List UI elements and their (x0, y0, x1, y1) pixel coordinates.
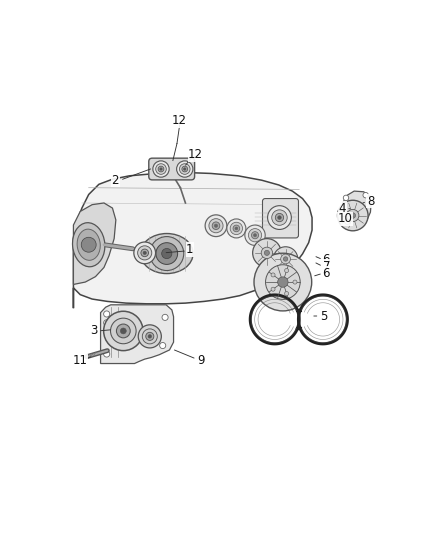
Circle shape (347, 209, 359, 222)
Circle shape (363, 192, 368, 198)
Circle shape (134, 242, 155, 264)
Text: 6: 6 (322, 266, 330, 280)
Circle shape (343, 195, 349, 200)
Circle shape (104, 311, 110, 317)
Circle shape (283, 257, 288, 261)
Circle shape (104, 351, 110, 357)
Circle shape (104, 320, 110, 326)
Circle shape (156, 243, 178, 264)
Ellipse shape (73, 223, 105, 266)
Circle shape (141, 249, 148, 257)
Circle shape (271, 273, 275, 277)
Circle shape (212, 222, 220, 230)
Circle shape (254, 253, 312, 311)
Polygon shape (343, 191, 371, 227)
Text: 12: 12 (188, 148, 203, 161)
Circle shape (148, 335, 152, 338)
Circle shape (182, 166, 187, 172)
Circle shape (251, 232, 258, 239)
Circle shape (142, 329, 157, 344)
Circle shape (120, 328, 126, 334)
Circle shape (153, 161, 169, 177)
Circle shape (285, 292, 289, 296)
Circle shape (265, 251, 269, 255)
Ellipse shape (77, 229, 100, 260)
Circle shape (158, 166, 164, 172)
Circle shape (110, 318, 136, 344)
Circle shape (180, 164, 190, 174)
Text: 10: 10 (338, 213, 353, 225)
Circle shape (104, 311, 143, 351)
Circle shape (209, 219, 223, 233)
Text: 7: 7 (322, 260, 330, 273)
Circle shape (146, 333, 154, 341)
Circle shape (271, 287, 275, 291)
Text: 12: 12 (172, 114, 187, 127)
Circle shape (245, 225, 265, 245)
Circle shape (273, 247, 298, 271)
Circle shape (276, 213, 284, 222)
Polygon shape (101, 305, 173, 364)
Circle shape (278, 277, 288, 287)
Text: 2: 2 (111, 174, 119, 187)
Circle shape (235, 227, 238, 230)
Circle shape (272, 210, 287, 225)
Circle shape (278, 216, 281, 220)
Circle shape (160, 168, 162, 170)
Circle shape (143, 251, 146, 254)
Text: 8: 8 (367, 195, 374, 208)
Circle shape (214, 224, 218, 228)
Circle shape (253, 239, 281, 267)
Ellipse shape (141, 233, 193, 273)
Text: 5: 5 (320, 310, 327, 322)
Text: 6: 6 (322, 253, 330, 266)
Circle shape (230, 222, 243, 235)
Circle shape (254, 233, 257, 237)
Circle shape (162, 314, 168, 320)
Ellipse shape (150, 237, 184, 271)
Circle shape (350, 213, 356, 219)
Text: 9: 9 (197, 353, 205, 367)
FancyBboxPatch shape (262, 199, 298, 238)
Circle shape (281, 254, 290, 264)
Text: 11: 11 (73, 354, 88, 367)
Circle shape (81, 237, 96, 252)
Circle shape (338, 200, 368, 231)
Circle shape (233, 225, 240, 232)
Circle shape (261, 247, 272, 259)
Circle shape (138, 325, 161, 348)
Circle shape (162, 248, 172, 259)
Circle shape (268, 206, 291, 229)
Polygon shape (74, 203, 116, 285)
Circle shape (293, 280, 297, 284)
Circle shape (345, 219, 350, 224)
Circle shape (285, 269, 289, 272)
Circle shape (159, 343, 166, 349)
Text: 4: 4 (339, 201, 346, 215)
Circle shape (184, 168, 186, 170)
Circle shape (155, 164, 166, 174)
Polygon shape (74, 172, 312, 308)
Circle shape (265, 265, 300, 300)
Circle shape (205, 215, 227, 237)
Circle shape (177, 161, 193, 177)
Text: 3: 3 (90, 325, 98, 337)
Circle shape (117, 324, 130, 338)
Circle shape (227, 219, 246, 238)
Text: 1: 1 (186, 243, 194, 256)
Circle shape (138, 246, 152, 260)
Circle shape (248, 229, 261, 242)
FancyBboxPatch shape (149, 158, 194, 180)
